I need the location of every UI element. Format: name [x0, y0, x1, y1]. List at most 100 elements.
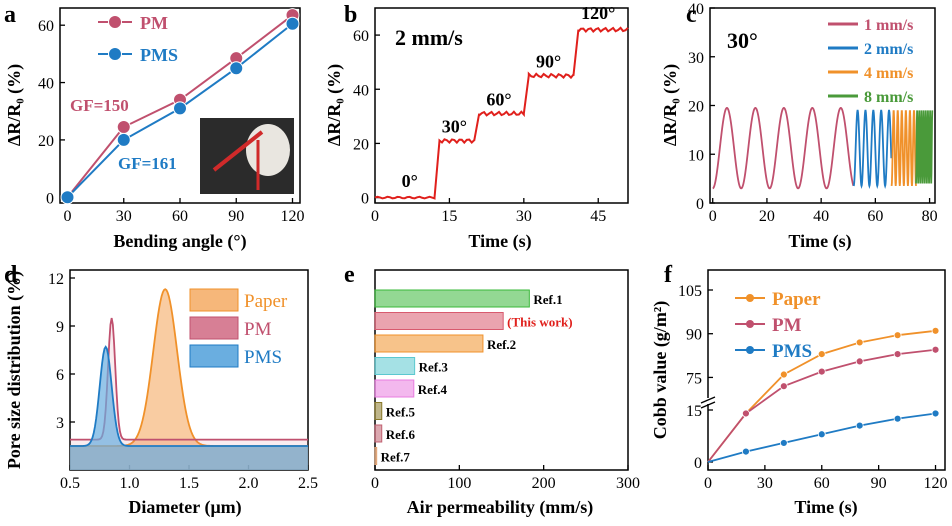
series-line-8 mm/s	[915, 110, 934, 184]
x-axis-label: Time (s)	[794, 497, 857, 518]
chart-title: 30°	[727, 28, 758, 53]
y-tick-label: 105	[678, 283, 702, 300]
data-point-PM	[855, 357, 864, 366]
bar-Ref.7	[374, 447, 378, 465]
y-tick-label: 60	[353, 28, 369, 45]
x-tick-label: 2.5	[298, 475, 318, 492]
bar-Ref.4	[374, 379, 415, 398]
panel-letter: e	[344, 262, 355, 288]
y-tick-label: 10	[688, 147, 704, 164]
panel-d: d 0.5 1.0 1.5 2.0 2.5 3 6 9 12 Diameter (μm) Pore s…	[4, 262, 318, 518]
y-tick-label: 20	[38, 133, 54, 150]
data-point-Paper	[893, 331, 902, 340]
data-point-Paper	[931, 326, 940, 335]
panel-letter: d	[4, 262, 18, 288]
axis-break	[702, 398, 714, 404]
x-tick-label: 60	[814, 475, 830, 492]
data-point-PM	[116, 120, 131, 135]
legend-label: Paper	[772, 289, 821, 310]
data-point-PMS	[173, 101, 187, 116]
legend-swatch	[189, 344, 239, 368]
gf-pms-label: GF=161	[118, 154, 177, 173]
angle-annotation: 60°	[486, 90, 511, 110]
data-point-PM	[817, 367, 826, 376]
gf-pm-label: GF=150	[70, 96, 129, 115]
data-point-PMS	[116, 132, 131, 147]
inset-sensor	[212, 130, 264, 172]
y-tick-label: 20	[353, 136, 369, 153]
data-point-PM	[931, 345, 940, 354]
angle-annotation: 90°	[536, 52, 561, 72]
panel-c: c 0 20 40 60 80 0 10 20 30 40 Time (s) ΔR/R₀ (%) 30° 1…	[660, 1, 938, 252]
series-line-PM	[70, 317, 308, 441]
axis-break-mark	[700, 396, 716, 404]
legend-swatch	[189, 288, 239, 312]
legend-marker	[108, 15, 122, 29]
x-tick-label: 1.0	[120, 475, 140, 492]
y-tick-label: 0	[696, 196, 704, 213]
bar-label: Ref.2	[487, 337, 516, 352]
legend-marker	[108, 47, 122, 61]
data-point-Paper	[779, 370, 788, 379]
x-tick-label: 2.0	[239, 475, 259, 492]
y-tick-label: 60	[38, 18, 54, 35]
bar-label: Ref.6	[386, 427, 416, 442]
panel-letter: b	[344, 2, 357, 28]
legend-label: 4 mm/s	[864, 65, 913, 82]
bar-label: Ref.5	[386, 405, 416, 420]
y-axis-label: ΔR/R₀ (%)	[660, 64, 681, 146]
data-point-PMS	[817, 430, 826, 439]
bar-label: Ref.1	[533, 292, 562, 307]
x-tick-label: 20	[759, 208, 775, 225]
x-tick-label: 0	[371, 208, 379, 225]
inset-glove	[246, 124, 290, 176]
x-tick-label: 90	[871, 475, 887, 492]
chart-title: 2 mm/s	[395, 25, 463, 50]
x-tick-label: 45	[590, 208, 606, 225]
panel-e: e 0 100 200 300 Air permeability (mm/s) Ref.1 (…	[344, 262, 640, 518]
x-tick-label: 80	[922, 208, 938, 225]
series-line-1 mm/s	[712, 107, 855, 190]
panel-f: f 0 30 60 90 120 0 15 75 90 105 Time (s) Cobb value …	[650, 262, 948, 518]
y-tick-label: 0	[361, 191, 369, 208]
y-tick-label: 40	[688, 1, 704, 18]
y-axis-label: ΔR/R₀ (%)	[4, 64, 25, 146]
y-tick-label: 9	[56, 319, 64, 336]
angle-annotation: 30°	[442, 117, 467, 137]
panel-a: a 0 30 60 90 120 0 20 40 60 Bending angle (°) ΔR/R₀…	[4, 2, 305, 252]
y-tick-label: 3	[56, 415, 64, 432]
bar-Ref.5	[374, 402, 383, 420]
legend-swatch	[189, 316, 239, 340]
y-tick-label: 15	[686, 403, 702, 420]
legend-label: PM	[244, 319, 272, 340]
series-line	[374, 26, 629, 200]
y-axis-label: ΔR/R₀ (%)	[324, 64, 345, 146]
panel-letter: a	[4, 2, 16, 28]
x-tick-label: 1.5	[179, 475, 199, 492]
legend-label: PMS	[772, 341, 812, 362]
bar-Ref.1	[374, 289, 530, 308]
x-tick-label: 30	[116, 208, 132, 225]
data-point-PM	[893, 350, 902, 359]
x-tick-label: 30	[516, 208, 532, 225]
bar-label: (This work)	[507, 315, 572, 330]
data-point-Paper	[855, 338, 864, 347]
bar-label: Ref.3	[419, 360, 449, 375]
y-tick-label: 0	[46, 190, 54, 207]
data-point-PMS	[855, 421, 864, 430]
x-tick-label: 0	[371, 475, 379, 492]
y-tick-label: 12	[48, 271, 64, 288]
legend-marker	[746, 320, 754, 328]
y-axis-label: Cobb value (g/m²)	[650, 301, 671, 439]
data-point-PMS	[779, 439, 788, 447]
bar-Ref.6	[374, 424, 383, 443]
x-axis-label: Bending angle (°)	[113, 231, 246, 252]
series-line-4 mm/s	[890, 110, 917, 187]
data-point-PMS	[931, 409, 940, 418]
y-tick-label: 40	[353, 82, 369, 99]
x-tick-label: 200	[532, 475, 556, 492]
legend-label: PMS	[140, 45, 178, 65]
series-line-2 mm/s	[852, 109, 893, 190]
bar-label: Ref.4	[418, 382, 448, 397]
x-tick-label: 0	[709, 208, 717, 225]
